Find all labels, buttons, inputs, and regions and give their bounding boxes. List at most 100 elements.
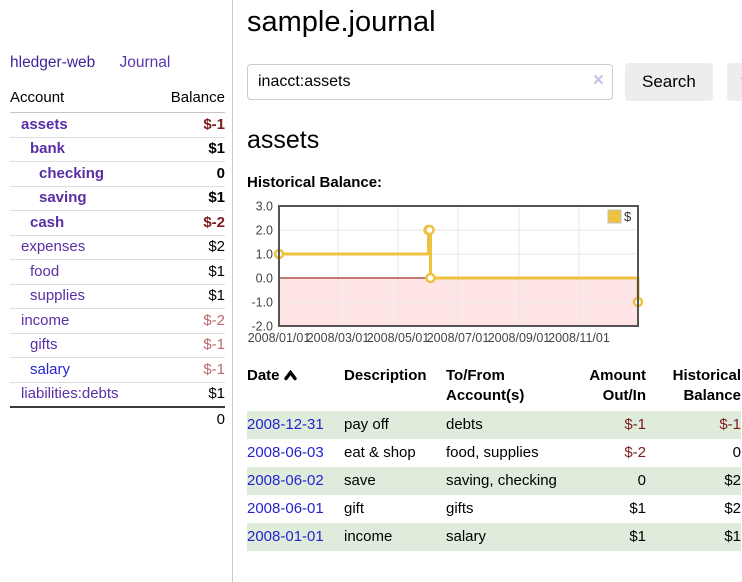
account-link-saving[interactable]: saving xyxy=(39,189,87,206)
account-row-income: income $-2 xyxy=(10,309,225,334)
accounts-table: Account Balance assets $-1 bank $1 check… xyxy=(10,87,225,432)
sort-ascending-icon xyxy=(283,369,297,381)
transaction-description: income xyxy=(344,528,393,545)
transaction-amount: $1 xyxy=(629,500,646,517)
transaction-description: pay off xyxy=(344,416,389,433)
svg-text:$: $ xyxy=(624,209,632,224)
transactions-header-row: Date Description To/From Account(s) Amou… xyxy=(247,366,741,411)
account-balance: $-1 xyxy=(203,115,225,133)
transaction-accounts: salary xyxy=(446,528,487,545)
transaction-accounts: food, supplies xyxy=(446,444,539,461)
clear-search-icon[interactable]: × xyxy=(592,70,604,91)
transaction-balance: $2 xyxy=(724,500,741,517)
transaction-description: eat & shop xyxy=(344,444,416,461)
amount-column-header: Amount Out/In xyxy=(589,367,646,404)
account-balance: $1 xyxy=(208,140,225,157)
sidebar-item-journal[interactable]: Journal xyxy=(119,54,171,71)
historical-balance-label: Historical Balance: xyxy=(247,174,383,191)
account-link-cash[interactable]: cash xyxy=(30,213,65,231)
svg-text:3.0: 3.0 xyxy=(256,200,273,214)
svg-text:0.0: 0.0 xyxy=(256,272,273,286)
transaction-row: 2008-12-31 pay off debts $-1 $-1 xyxy=(247,411,741,439)
transaction-balance: $-1 xyxy=(719,416,741,433)
accounts-column-header: To/From Account(s) xyxy=(446,367,525,404)
account-balance: $-2 xyxy=(203,311,225,329)
transaction-row: 2008-06-03 eat & shop food, supplies $-2… xyxy=(247,439,741,467)
search-input[interactable] xyxy=(247,64,613,100)
account-row-bank: bank $1 xyxy=(10,138,225,162)
app-title-link[interactable]: hledger-web xyxy=(10,54,96,71)
account-balance: $-1 xyxy=(203,360,225,378)
svg-text:-2.0: -2.0 xyxy=(251,320,273,334)
transaction-amount: 0 xyxy=(637,472,646,489)
transaction-balance: 0 xyxy=(732,444,741,461)
account-balance: $1 xyxy=(208,189,225,206)
svg-text:2008/03/01: 2008/03/01 xyxy=(307,331,370,345)
date-column-header[interactable]: Date xyxy=(247,366,344,411)
transaction-row: 2008-01-01 income salary $1 $1 xyxy=(247,523,741,551)
account-balance: $-1 xyxy=(203,336,225,353)
account-row-liabilities-debts: liabilities:debts $1 xyxy=(10,383,225,407)
account-link-gifts[interactable]: gifts xyxy=(30,336,58,353)
accounts-total-value: 0 xyxy=(216,410,225,428)
transaction-row: 2008-06-02 save saving, checking 0 $2 xyxy=(247,467,741,495)
sidebar: hledger-web Journal Account Balance asse… xyxy=(0,0,233,582)
transaction-amount: $-1 xyxy=(624,416,646,433)
account-balance: $1 xyxy=(208,385,225,402)
account-row-gifts: gifts $-1 xyxy=(10,334,225,358)
main-content: sample.journal × Search ? assets Histori… xyxy=(233,0,742,582)
account-row-assets: assets $-1 xyxy=(10,113,225,138)
account-heading: assets xyxy=(247,126,320,154)
page-title: sample.journal xyxy=(247,6,436,38)
description-column-header: Description xyxy=(344,367,427,384)
transaction-accounts: debts xyxy=(446,416,483,433)
account-link-income[interactable]: income xyxy=(21,311,70,329)
svg-text:2008/05/01: 2008/05/01 xyxy=(367,331,430,345)
svg-text:2.0: 2.0 xyxy=(256,224,273,238)
account-row-saving: saving $1 xyxy=(10,187,225,211)
transaction-date-link[interactable]: 2008-01-01 xyxy=(247,528,324,545)
account-link-supplies[interactable]: supplies xyxy=(30,287,86,304)
account-link-assets[interactable]: assets xyxy=(21,115,68,133)
transaction-accounts: saving, checking xyxy=(446,472,557,489)
account-column-header: Account xyxy=(10,89,65,106)
transaction-description: save xyxy=(344,472,376,489)
transaction-amount: $1 xyxy=(629,528,646,545)
balance-column-header: Balance xyxy=(170,89,225,106)
search-form: × Search ? xyxy=(247,63,742,101)
transaction-date-link[interactable]: 2008-06-02 xyxy=(247,472,324,489)
transaction-balance: $1 xyxy=(724,528,741,545)
account-link-checking[interactable]: checking xyxy=(39,164,105,182)
svg-text:2008/07/01: 2008/07/01 xyxy=(427,331,490,345)
account-balance: $-2 xyxy=(203,213,225,231)
transaction-date-link[interactable]: 2008-06-01 xyxy=(247,500,324,517)
accounts-total-row: 0 xyxy=(10,406,225,432)
account-balance: 0 xyxy=(216,164,225,182)
account-row-supplies: supplies $1 xyxy=(10,285,225,309)
account-link-liabilities-debts[interactable]: liabilities:debts xyxy=(21,385,119,402)
account-link-expenses[interactable]: expenses xyxy=(21,238,86,255)
account-link-food[interactable]: food xyxy=(30,262,60,280)
account-row-cash: cash $-2 xyxy=(10,211,225,236)
account-row-checking: checking 0 xyxy=(10,162,225,187)
svg-text:2008/01/01: 2008/01/01 xyxy=(248,331,311,345)
account-row-salary: salary $-1 xyxy=(10,358,225,383)
account-row-expenses: expenses $2 xyxy=(10,236,225,260)
account-balance: $1 xyxy=(208,287,225,304)
historical-balance-chart: 3.0 2.0 1.0 0.0 -1.0 -2.0 2008/01/01 2008/03/01… xyxy=(247,198,742,346)
balance-chart-svg: 3.0 2.0 1.0 0.0 -1.0 -2.02008/01/012008/03/01… xyxy=(248,200,644,345)
transaction-description: gift xyxy=(344,500,365,517)
transaction-row: 2008-06-01 gift gifts $1 $2 xyxy=(247,495,741,523)
svg-text:1.0: 1.0 xyxy=(256,248,273,262)
transaction-balance: $2 xyxy=(724,472,741,489)
transaction-date-link[interactable]: 2008-12-31 xyxy=(247,416,324,433)
account-balance: $1 xyxy=(208,262,225,280)
transaction-amount: $-2 xyxy=(624,444,646,461)
accounts-table-header: Account Balance xyxy=(10,87,225,113)
account-link-bank[interactable]: bank xyxy=(30,140,66,157)
search-help-button[interactable]: ? xyxy=(726,63,742,101)
search-button[interactable]: Search xyxy=(625,63,713,101)
transaction-date-link[interactable]: 2008-06-03 xyxy=(247,444,324,461)
account-link-salary[interactable]: salary xyxy=(30,360,71,378)
